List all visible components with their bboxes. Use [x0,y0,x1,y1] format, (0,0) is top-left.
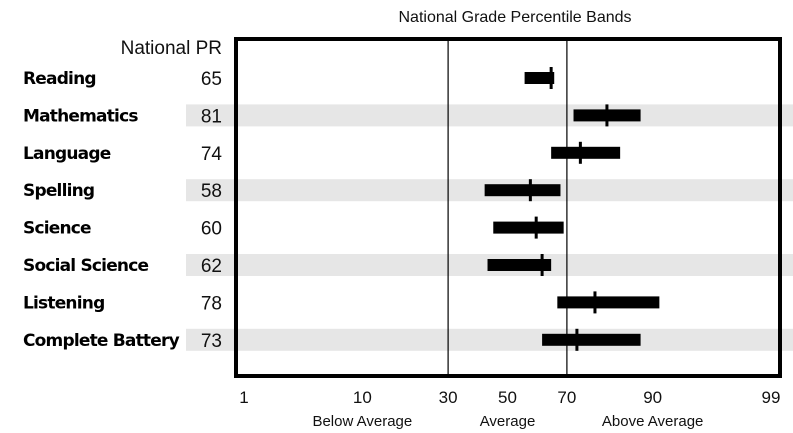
subject-label: Reading [23,69,96,89]
zone-label: Average [480,413,536,430]
plot-frame [234,37,782,378]
subject-label: Mathematics [23,106,138,126]
subject-label: Complete Battery [23,331,180,351]
reference-lines-group [447,39,568,376]
percentile-band [557,296,660,309]
row-shading [186,328,793,351]
national-pr-header: National PR [121,38,222,59]
pr-marker [605,104,609,127]
pr-marker [534,216,538,239]
x-tick-label: 50 [498,388,517,407]
pr-value: 81 [201,106,222,127]
x-tick-label: 90 [643,388,662,407]
pr-value: 62 [201,256,222,277]
subject-label: Social Science [23,256,149,276]
pr-marker [578,141,582,164]
subject-label: Language [23,144,111,164]
x-axis: 1 10 30 50 70 90 99 Below Average Average Above A… [239,388,780,430]
x-tick-label: 30 [439,388,458,407]
rows-group: Reading 65 Mathematics 81 Language 74 Spelling… [23,67,660,352]
pr-marker [528,179,532,202]
zone-label: Below Average [312,413,412,430]
x-tick-label: 99 [762,388,781,407]
pr-marker [540,254,544,276]
subject-label: Listening [23,293,104,313]
percentile-band [493,221,564,234]
subject-label: Spelling [23,181,94,201]
pr-marker [575,328,579,351]
pr-value: 65 [201,69,222,90]
row-shading-group [186,104,793,351]
subject-label: Science [23,219,91,239]
pr-value: 60 [201,219,222,240]
zone-label: Above Average [602,413,703,430]
percentile-band [542,333,641,346]
pr-value: 74 [201,144,223,165]
x-tick-label: 1 [239,388,248,407]
pr-value: 58 [201,181,222,202]
pr-marker [549,67,553,89]
percentile-band [524,72,555,84]
percentile-band [484,184,561,197]
pr-marker [593,291,597,314]
percentile-band [487,259,552,271]
x-tick-label: 70 [557,388,576,407]
chart-title: National Grade Percentile Bands [398,9,631,26]
pr-value: 78 [201,293,222,314]
x-tick-label: 10 [353,388,372,407]
row-shading [186,104,793,127]
pr-value: 73 [201,331,222,352]
percentile-band [551,146,621,159]
